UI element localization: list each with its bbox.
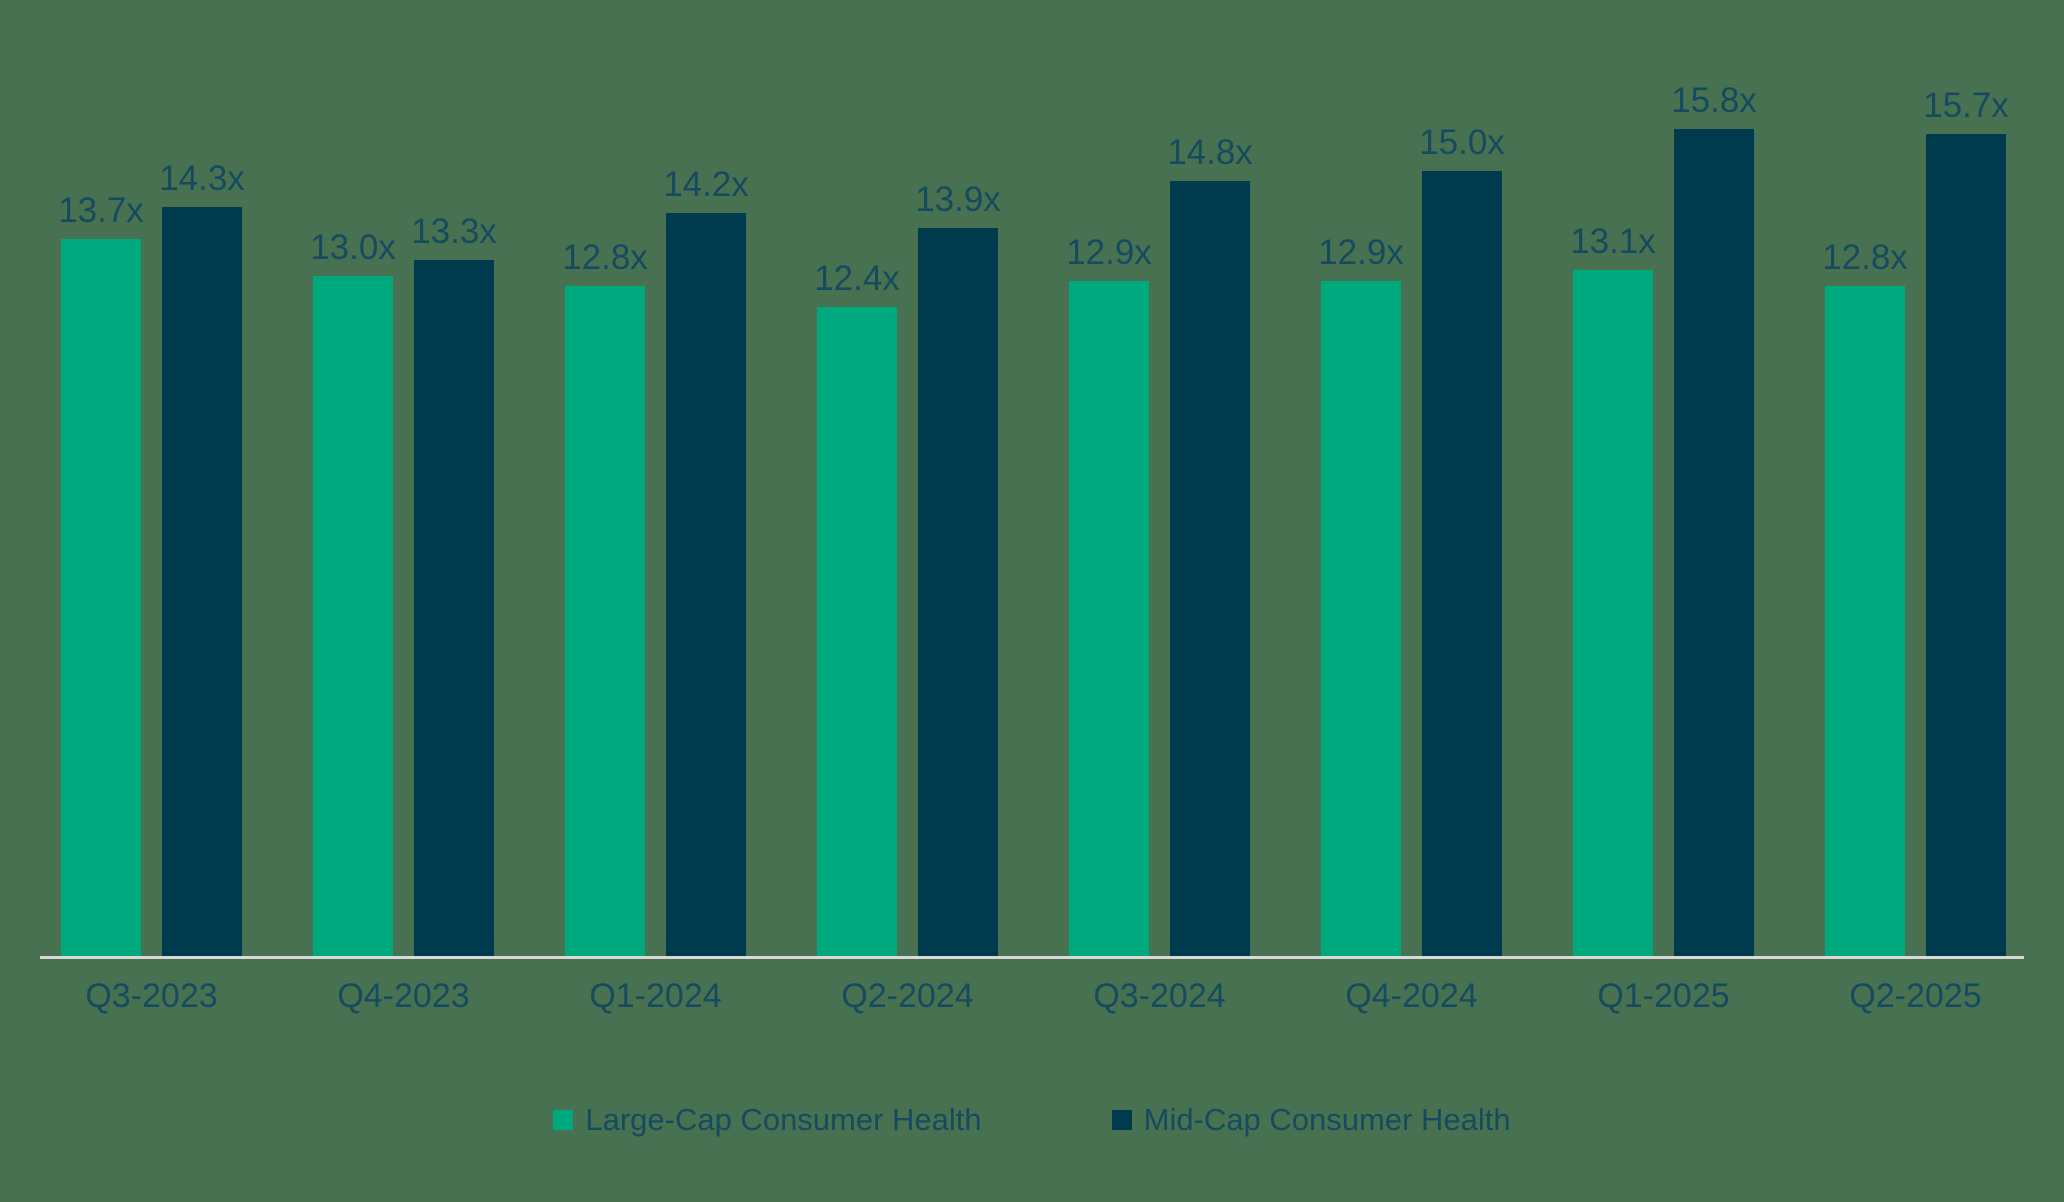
bar-wrap-mid-cap-q2-2024: 13.9x: [915, 118, 1001, 958]
bar-value-label: 12.8x: [562, 238, 648, 277]
bar-wrap-mid-cap-q3-2024: 14.8x: [1167, 118, 1253, 958]
bar-wrap-large-cap-q1-2024: 12.8x: [562, 118, 648, 958]
bar-large-cap: [817, 307, 897, 958]
bar-wrap-mid-cap-q1-2025: 15.8x: [1671, 83, 1757, 958]
bar-value-label: 13.0x: [310, 227, 396, 267]
bar-large-cap: [313, 275, 393, 958]
bar-wrap-large-cap-q2-2024: 12.4x: [814, 118, 900, 958]
bar-large-cap: [565, 286, 645, 958]
x-axis-label: Q2-2025: [1849, 977, 1982, 1015]
bar-group-q2-2024: 12.4x 13.9x: [814, 118, 1001, 958]
bar-group-q1-2024: 12.8x 14.2x: [562, 118, 749, 958]
bar-mid-cap: [1170, 181, 1250, 958]
legend-swatch-large-cap: [553, 1110, 574, 1130]
x-axis-labels: Q3-2023 Q4-2023 Q1-2024 Q2-2024 Q3-2024 Q4-20…: [61, 976, 2006, 1017]
bar-large-cap: [1573, 270, 1653, 958]
bar-large-cap: [1825, 286, 1905, 958]
bar-mid-cap: [1422, 170, 1502, 958]
x-axis-label: Q3-2024: [1093, 977, 1226, 1015]
bar-mid-cap: [414, 259, 494, 958]
bar-wrap-large-cap-q3-2023: 13.7x: [58, 118, 144, 958]
bar-value-label: 12.9x: [1066, 232, 1152, 272]
bar-value-label: 12.9x: [1318, 232, 1404, 272]
bar-value-label: 15.8x: [1671, 80, 1757, 120]
bar-value-label: 14.3x: [159, 159, 245, 199]
bar-group-q3-2024: 12.9x 14.8x: [1066, 118, 1253, 958]
bar-mid-cap: [162, 207, 242, 958]
bar-value-label: 15.0x: [1419, 122, 1505, 162]
bar-wrap-large-cap-q4-2023: 13.0x: [310, 118, 396, 958]
bar-group-q4-2023: 13.0x 13.3x: [310, 118, 497, 958]
bar-wrap-mid-cap-q3-2023: 14.3x: [159, 118, 245, 958]
bar-wrap-mid-cap-q4-2023: 13.3x: [411, 118, 497, 958]
legend-item-large-cap: Large-Cap Consumer Health: [553, 1102, 982, 1138]
bar-value-label: 13.9x: [915, 180, 1001, 220]
bar-value-label: 14.8x: [1167, 133, 1253, 172]
bar-value-label: 13.3x: [411, 211, 497, 251]
legend-item-mid-cap: Mid-Cap Consumer Health: [1111, 1102, 1511, 1138]
bar-wrap-large-cap-q2-2025: 12.8x: [1822, 118, 1908, 958]
bar-mid-cap: [666, 212, 746, 958]
bar-group-q4-2024: 12.9x 15.0x: [1318, 118, 1505, 958]
bar-large-cap: [1069, 280, 1149, 958]
legend-swatch-mid-cap: [1111, 1110, 1132, 1130]
x-axis-line: [40, 956, 2024, 959]
bar-wrap-large-cap-q1-2025: 13.1x: [1570, 118, 1656, 958]
bar-value-label: 13.1x: [1570, 222, 1656, 262]
bar-wrap-large-cap-q3-2024: 12.9x: [1066, 118, 1152, 958]
legend-label-mid-cap: Mid-Cap Consumer Health: [1143, 1102, 1511, 1137]
bar-large-cap: [1321, 280, 1401, 958]
bar-mid-cap: [918, 228, 998, 958]
bar-wrap-mid-cap-q4-2024: 15.0x: [1419, 118, 1505, 958]
plot-area: 13.7x 14.3x 13.0x 13.3x 12.8x 14.2x 12.4x 13.9x…: [58, 83, 2009, 958]
bar-wrap-mid-cap-q2-2025: 15.7x: [1923, 88, 2009, 958]
bar-group-q1-2025: 13.1x 15.8x: [1570, 83, 1757, 958]
bar-group-q3-2023: 13.7x 14.3x: [58, 118, 245, 958]
bar-value-label: 12.4x: [814, 259, 900, 298]
x-axis-label: Q2-2024: [841, 977, 974, 1015]
x-axis-label: Q4-2024: [1345, 977, 1478, 1015]
legend: Large-Cap Consumer Health Mid-Cap Consum…: [0, 1102, 2064, 1138]
bar-value-label: 14.2x: [663, 164, 749, 204]
legend-label-large-cap: Large-Cap Consumer Health: [585, 1102, 982, 1137]
bar-value-label: 12.8x: [1822, 238, 1908, 277]
bar-wrap-large-cap-q4-2024: 12.9x: [1318, 118, 1404, 958]
x-axis-label: Q1-2024: [589, 977, 722, 1015]
bar-mid-cap: [1926, 133, 2006, 958]
bar-value-label: 15.7x: [1923, 85, 2009, 125]
bar-wrap-mid-cap-q1-2024: 14.2x: [663, 118, 749, 958]
x-axis-label: Q1-2025: [1597, 977, 1730, 1015]
bar-group-q2-2025: 12.8x 15.7x: [1822, 88, 2009, 958]
bar-value-label: 13.7x: [58, 190, 144, 230]
x-axis-label: Q4-2023: [337, 977, 470, 1015]
x-axis-label: Q3-2023: [85, 977, 218, 1015]
bar-mid-cap: [1674, 128, 1754, 958]
bar-large-cap: [61, 238, 141, 958]
